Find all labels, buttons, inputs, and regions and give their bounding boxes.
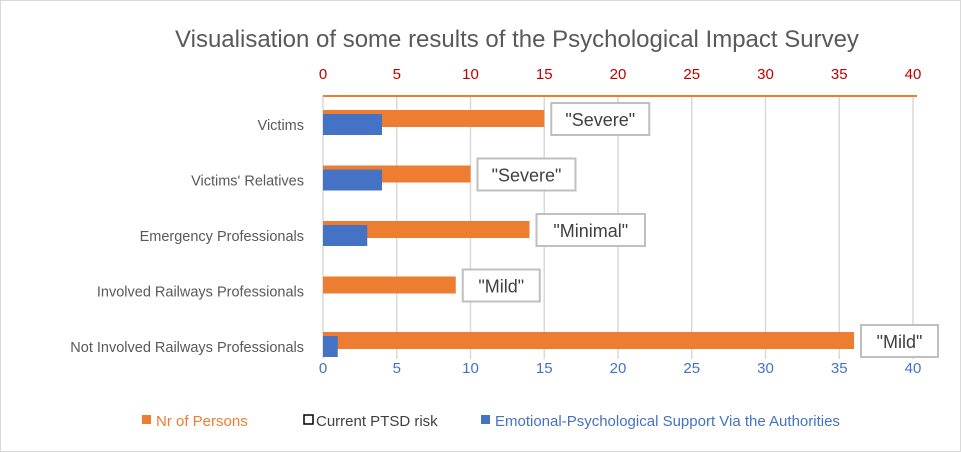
- data-label-ptsd-risk: "Mild": [478, 277, 524, 297]
- legend-swatch-nr-of-persons: [142, 415, 151, 424]
- data-label-box: [535, 213, 646, 247]
- top-axis-tick: 35: [831, 66, 848, 83]
- top-axis-tick: 40: [905, 66, 922, 83]
- chart-title: Visualisation of some results of the Psy…: [175, 26, 859, 53]
- bottom-axis-tick: 40: [905, 360, 922, 377]
- legend-swatch-ptsd-risk: [303, 414, 314, 425]
- category-label: Not Involved Railways Professionals: [70, 340, 304, 356]
- bottom-axis-tick: 35: [831, 360, 848, 377]
- bottom-axis-tick: 0: [319, 360, 327, 377]
- bar-nr-of-persons: [323, 332, 854, 349]
- data-label-ptsd-risk: "Minimal": [553, 221, 628, 241]
- bottom-axis-tick: 5: [393, 360, 401, 377]
- data-label-ptsd-risk: "Mild": [877, 332, 923, 352]
- bottom-axis-tick: 20: [610, 360, 627, 377]
- bar-support: [323, 114, 382, 135]
- bar-nr-of-persons: [323, 221, 530, 238]
- bottom-axis-tick: 30: [757, 360, 774, 377]
- data-label-box: [461, 268, 541, 303]
- legend-label: Nr of Persons: [156, 413, 248, 430]
- bottom-axis-tick: 25: [683, 360, 700, 377]
- category-label: Involved Railways Professionals: [97, 285, 304, 301]
- legend-swatch-support: [481, 415, 490, 424]
- category-label: Emergency Professionals: [140, 229, 304, 245]
- top-axis-tick: 25: [683, 66, 700, 83]
- top-axis-tick: 0: [319, 66, 327, 83]
- bar-nr-of-persons: [323, 276, 456, 294]
- top-axis-tick: 20: [610, 66, 627, 83]
- bar-support: [323, 225, 368, 246]
- legend-label: Current PTSD risk: [316, 413, 438, 430]
- top-axis-tick: 30: [757, 66, 774, 83]
- data-label-ptsd-risk: "Severe": [492, 166, 562, 186]
- data-label-box: [476, 157, 577, 192]
- legend-label: Emotional-Psychological Support Via the …: [495, 413, 840, 430]
- data-label-box: [860, 324, 939, 358]
- data-label-ptsd-risk: "Severe": [565, 110, 635, 130]
- top-axis-tick: 10: [462, 66, 479, 83]
- top-axis-tick: 5: [393, 66, 401, 83]
- category-label: Victims' Relatives: [191, 174, 304, 190]
- bar-support: [323, 169, 382, 191]
- data-label-box: [550, 102, 651, 136]
- bar-support: [323, 336, 338, 357]
- top-axis-tick: 15: [536, 66, 553, 83]
- bottom-axis-tick: 15: [536, 360, 553, 377]
- bottom-axis-tick: 10: [462, 360, 479, 377]
- category-label: Victims: [258, 118, 304, 134]
